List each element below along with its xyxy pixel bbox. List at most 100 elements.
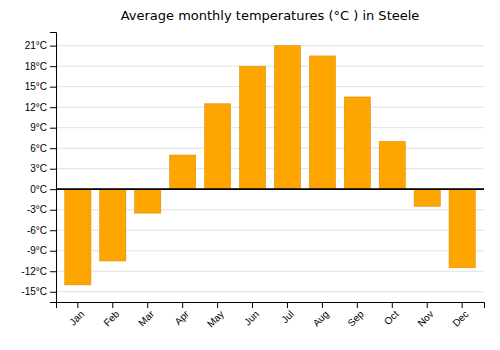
chart-container: -15°C -12°C -9°C -6°C -3°C 0°C 3°C 6°C 9°C 12°C 15… [0,0,500,350]
x-tick-label: Dec [450,308,470,328]
y-tick: -3°C [27,204,56,215]
x-tick-mark [252,302,253,308]
x-tick: Sep [345,302,366,329]
x-tick: Mar [136,302,156,328]
x-tick-label: Aug [311,308,331,328]
chart-svg: -15°C -12°C -9°C -6°C -3°C 0°C 3°C 6°C 9°C 12°C 15… [0,0,500,350]
grid-line [56,168,484,169]
x-tick-label: Nov [415,308,435,328]
bar [309,56,335,189]
y-tick-label: -6°C [27,225,47,236]
y-tick: -15°C [21,286,56,297]
y-tick-mark [50,107,56,108]
x-tick-mark [147,302,148,308]
bar [239,66,265,189]
y-tick: 21°C [25,40,56,51]
y-tick-label: -9°C [27,245,47,256]
y-tick: -9°C [27,245,56,256]
x-tick-label: Apr [172,308,191,327]
x-tick: Apr [172,302,191,327]
x-tick: Oct [382,302,401,327]
x-tick-label: Jul [279,308,296,325]
x-tick-label: Jan [67,308,86,327]
y-tick-mark [50,66,56,67]
x-tick: Nov [415,302,435,329]
y-tick-mark [50,271,56,272]
y-axis: -15°C -12°C -9°C -6°C -3°C 0°C 3°C 6°C 9°C 12°C 15… [21,33,56,303]
bars [65,46,476,285]
y-tick-mark [50,251,56,252]
y-tick-label: -3°C [27,204,47,215]
bar [204,104,230,189]
x-tick-mark [462,302,463,308]
x-tick: Jan [67,302,86,328]
y-tick-label: 21°C [25,40,47,51]
y-tick: -12°C [21,266,56,277]
x-tick-mark [357,302,358,308]
x-tick-mark [427,302,428,308]
y-tick-label: 9°C [30,122,47,133]
x-tick-mark [112,302,113,308]
x-tick: Dec [450,302,470,329]
y-tick: 15°C [25,81,56,92]
x-tick-mark [392,302,393,308]
x-tick: Jun [242,302,261,328]
y-tick: 18°C [25,61,56,72]
grid-line [56,148,484,149]
x-tick-label: May [205,308,226,329]
x-tick-label: Feb [101,308,121,328]
y-tick: 3°C [30,163,56,174]
y-tick-label: -12°C [21,266,47,277]
bar [379,141,405,189]
bar [344,97,370,189]
x-axis: Jan Feb Mar Apr May Jun Jul Aug Sep Oct Nov Dec [57,302,485,330]
x-tick-mark [287,302,288,308]
plot-area: -15°C -12°C -9°C -6°C -3°C 0°C 3°C 6°C 9°C 12°C 15… [21,33,484,330]
y-tick-mark [50,292,56,293]
bar [170,155,196,189]
y-tick-label: 12°C [25,102,47,113]
grid-line [56,127,484,128]
y-tick-label: 0°C [30,184,47,195]
grid [56,46,484,292]
x-tick-label: Oct [382,308,401,327]
y-axis-line [50,33,57,303]
y-tick: 12°C [25,102,56,113]
grid-line [56,86,484,87]
y-tick-label: -15°C [21,286,47,297]
grid-line [56,291,484,292]
grid-line [56,271,484,272]
y-tick-mark [50,46,56,47]
bar [100,189,126,261]
grid-line [56,107,484,108]
bar [65,189,91,285]
y-tick: 9°C [30,122,56,133]
bar [414,189,440,206]
y-tick-mark [50,128,56,129]
x-tick-label: Jun [242,308,261,327]
y-tick-mark [50,189,56,190]
grid-line [56,45,484,46]
chart-title: Average monthly temperatures (°C ) in St… [121,8,420,23]
y-tick: 0°C [30,184,56,195]
y-tick-mark [50,87,56,88]
grid-line [56,66,484,67]
y-tick-label: 6°C [30,143,47,154]
x-tick-mark [217,302,218,308]
y-tick: -6°C [27,225,56,236]
x-tick: May [205,302,226,330]
y-tick-label: 3°C [30,163,47,174]
y-tick-mark [50,148,56,149]
x-tick-label: Mar [136,308,156,328]
x-tick-mark [182,302,183,308]
grid-line [56,189,484,190]
y-tick-mark [50,230,56,231]
x-tick: Jul [279,302,296,325]
x-tick: Aug [311,302,331,329]
bar [274,46,300,190]
x-tick: Feb [101,302,121,328]
y-tick-label: 18°C [25,61,47,72]
x-tick-mark [322,302,323,308]
bar [135,189,161,213]
y-tick-mark [50,210,56,211]
